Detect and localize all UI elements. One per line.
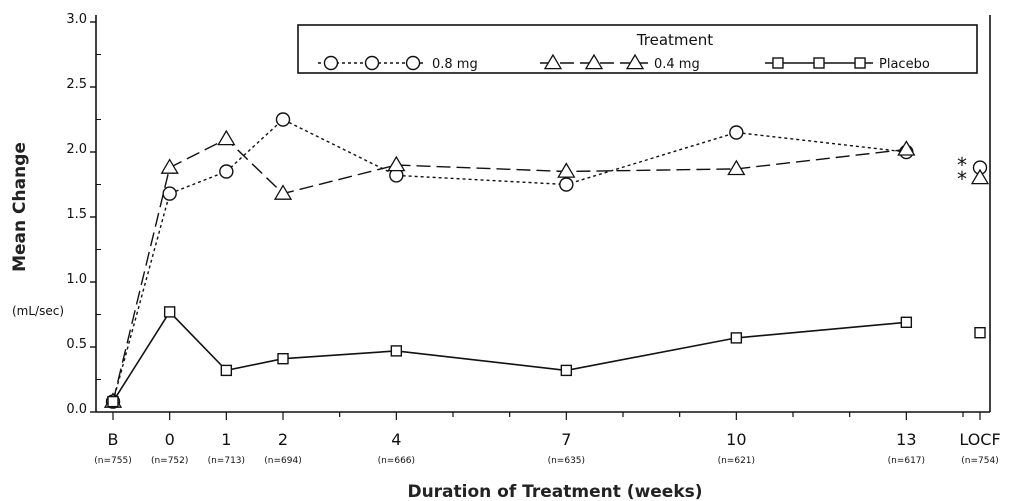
x-n-label: (n=755) [94, 456, 131, 466]
data-point-triangle [217, 129, 236, 146]
y-axis-title: Mean Change [10, 142, 30, 272]
y-tick-label: 2.0 [66, 142, 87, 157]
x-tick-label: LOCF [959, 430, 1000, 449]
series-line-circle [112, 118, 907, 402]
series-line-triangle [112, 138, 907, 402]
y-tick-label: 2.5 [66, 77, 87, 92]
x-tick-label: 0 [165, 430, 175, 449]
data-point-circle [275, 112, 291, 127]
series-layer [103, 112, 990, 409]
data-point-square [730, 332, 743, 344]
data-point-triangle [273, 184, 293, 200]
data-point-square [974, 327, 986, 339]
series-line-square [112, 310, 907, 403]
legend-marker-square [854, 57, 866, 69]
data-point-circle [729, 125, 744, 140]
legend-marker-triangle [625, 53, 645, 70]
legend-marker-circle [364, 55, 380, 71]
x-n-label: (n=666) [378, 456, 415, 466]
data-point-circle [559, 177, 574, 192]
x-tick-label: 10 [726, 430, 746, 449]
data-point-triangle [897, 140, 916, 156]
data-point-circle [219, 164, 234, 179]
legend-marker-triangle [584, 53, 604, 70]
x-n-label: (n=752) [151, 456, 188, 466]
data-point-square [220, 364, 233, 377]
legend-label: 0.4 mg [654, 57, 700, 72]
significance-asterisk: * [957, 153, 967, 177]
legend-title: Treatment [636, 31, 713, 49]
data-point-triangle [160, 158, 179, 174]
data-point-square [560, 364, 573, 377]
data-point-square [107, 395, 119, 408]
data-point-circle [162, 186, 177, 201]
y-tick-label: 1.0 [66, 272, 87, 287]
x-n-label: (n=754) [961, 456, 998, 466]
data-point-square [163, 306, 176, 318]
y-tick-label: 3.0 [66, 12, 87, 27]
legend: Treatment 0.8 mg 0.4 mg Placebo [297, 24, 978, 74]
legend-label: 0.8 mg [432, 57, 478, 72]
y-axis-unit: (mL/sec) [12, 304, 64, 318]
x-tick-label: 1 [221, 430, 231, 449]
data-point-square [277, 353, 289, 365]
legend-marker-triangle [543, 53, 563, 70]
y-tick-label: 0.5 [66, 337, 87, 352]
legend-marker-circle [323, 55, 339, 71]
x-tick-label: 2 [278, 430, 288, 449]
x-n-label: (n=694) [264, 456, 301, 466]
legend-marker-square [813, 57, 825, 69]
legend-items: 0.8 mg 0.4 mg Placebo [318, 53, 930, 72]
data-point-square [390, 345, 403, 357]
legend-marker-circle [405, 55, 421, 71]
x-n-label: (n=635) [548, 456, 585, 466]
x-n-label: (n=621) [718, 456, 755, 466]
x-tick-label: 7 [561, 430, 571, 449]
data-point-triangle [557, 162, 576, 178]
axes: 0.0 0.5 1.0 1.5 2.0 2.5 3.0 B (n=755) 0 (n=752) 1 (n… [66, 12, 1000, 466]
y-tick-label: 0.0 [66, 402, 87, 417]
x-tick-label: 13 [896, 430, 916, 449]
data-point-triangle [727, 159, 746, 176]
y-tick-label: 1.5 [66, 207, 87, 222]
x-n-label: (n=617) [888, 456, 925, 466]
data-point-triangle [387, 155, 406, 172]
legend-marker-square [772, 57, 784, 69]
x-tick-label: 4 [391, 430, 401, 449]
x-n-label: (n=713) [208, 456, 245, 466]
data-point-square [900, 316, 913, 328]
significance-asterisk: * [957, 167, 967, 191]
legend-label: Placebo [879, 57, 930, 72]
x-axis-title: Duration of Treatment (weeks) [407, 482, 702, 501]
x-tick-label: B [108, 430, 119, 449]
data-point-triangle [970, 168, 990, 185]
